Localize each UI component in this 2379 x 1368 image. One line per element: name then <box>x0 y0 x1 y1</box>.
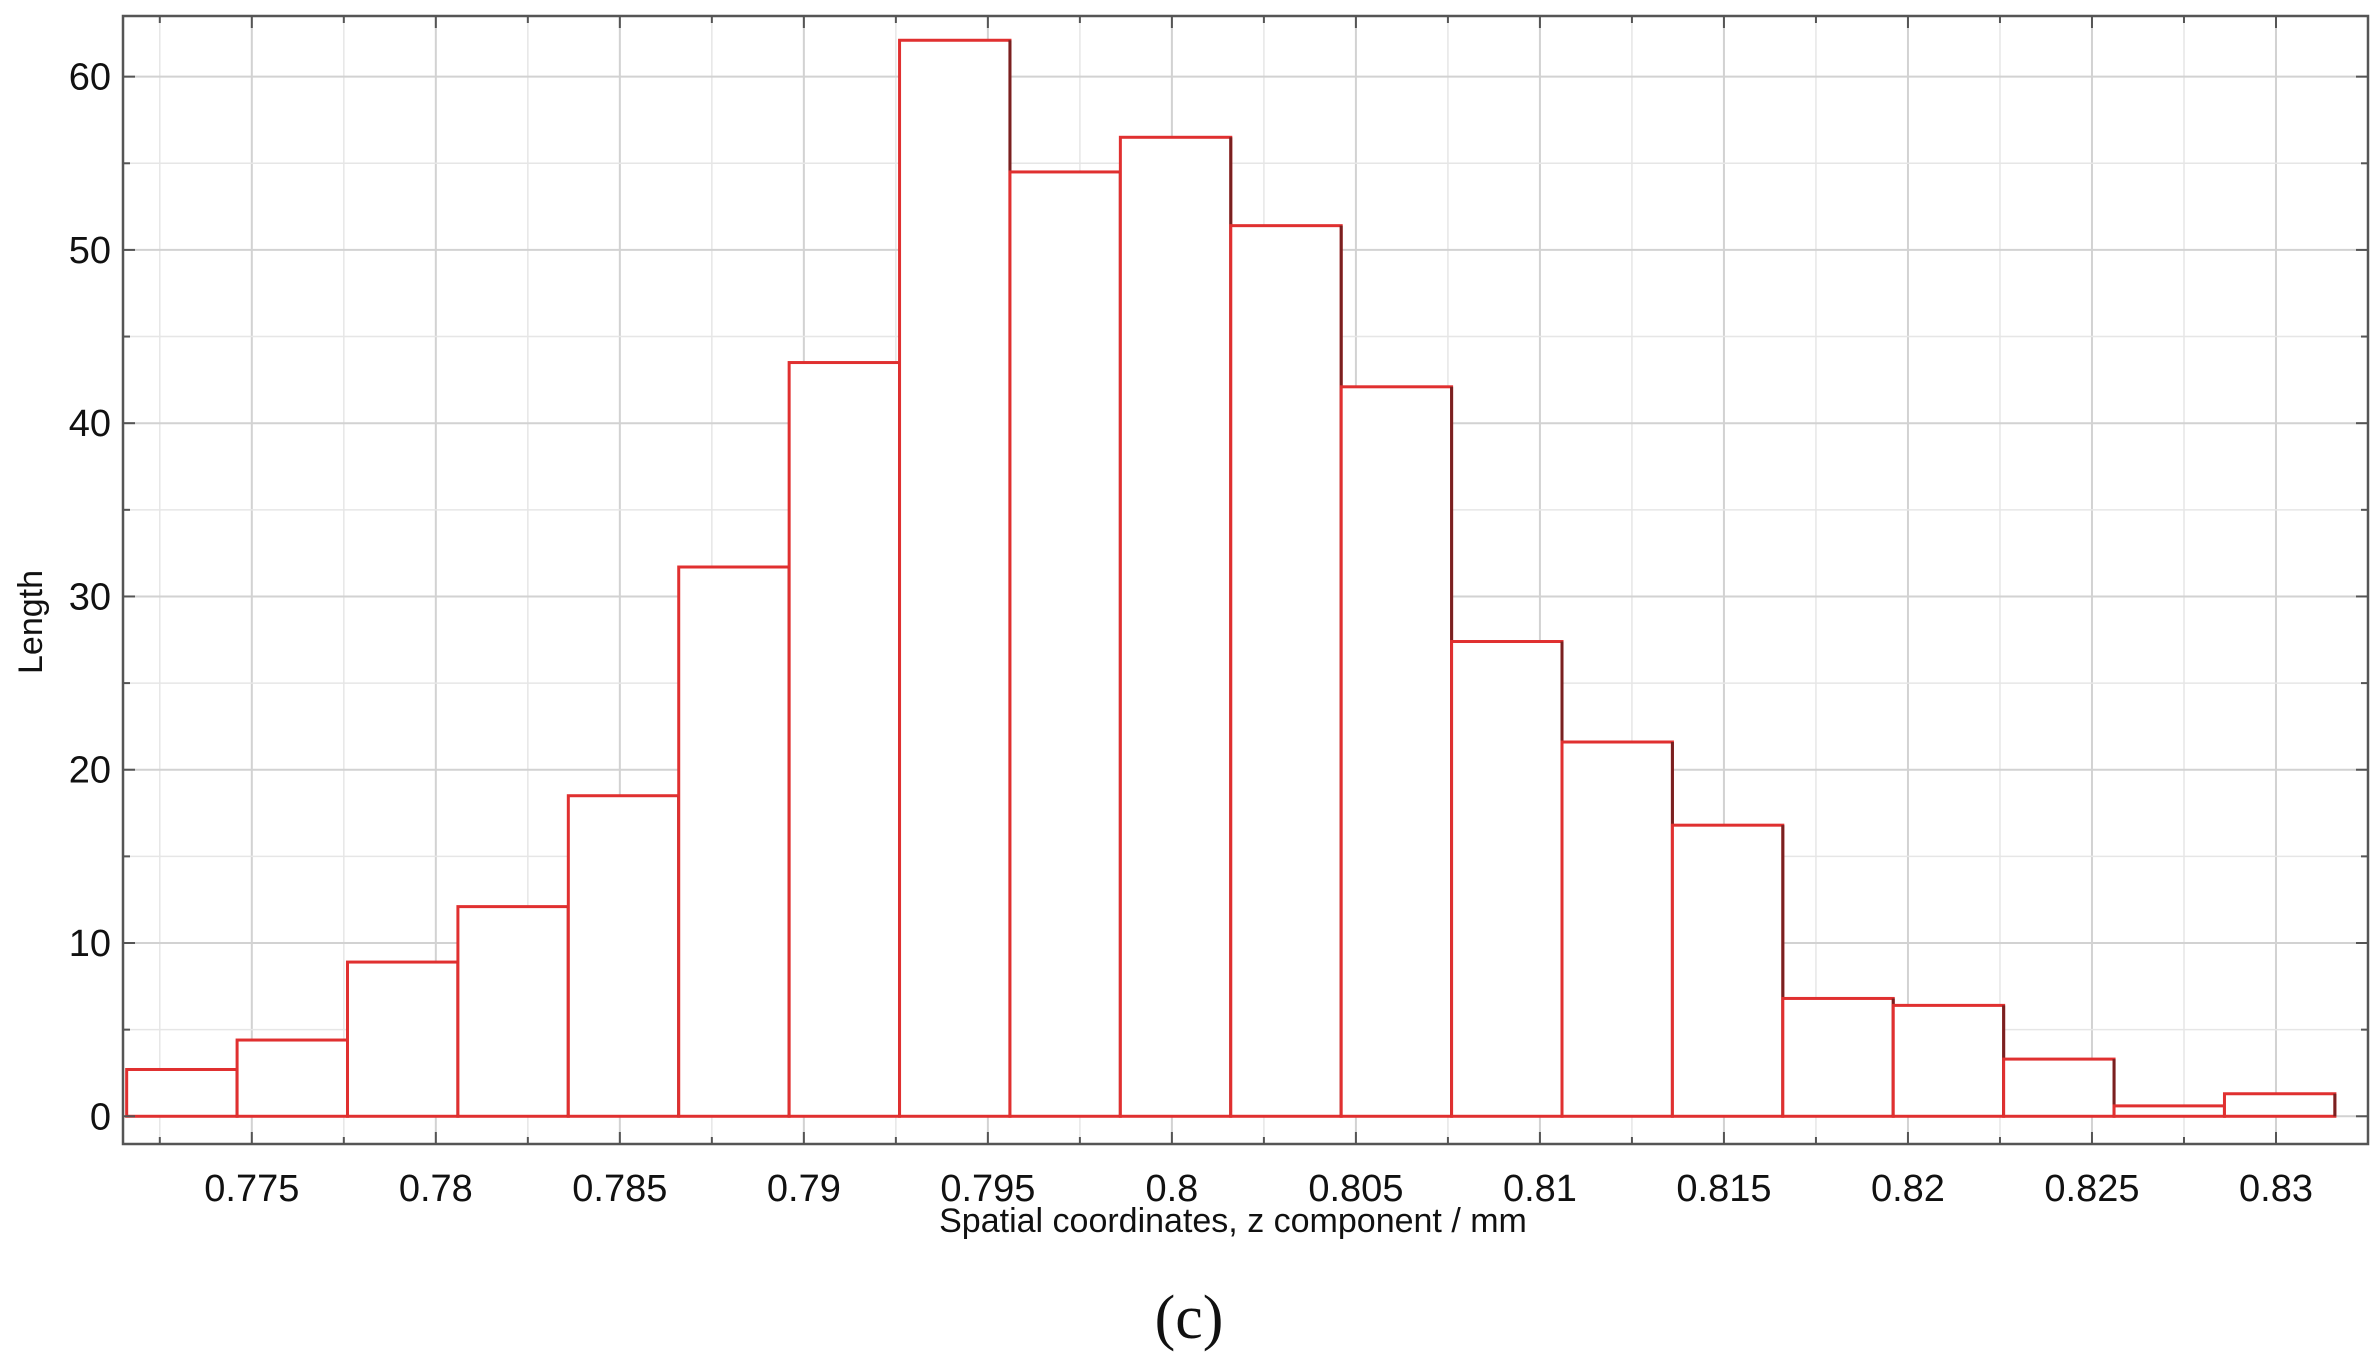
histogram-bar-body <box>2112 1104 2226 1118</box>
histogram-bar-body <box>2002 1057 2116 1118</box>
histogram-bar-body <box>2222 1092 2337 1118</box>
histogram-bar <box>346 960 460 1118</box>
x-tick-label: 0.78 <box>399 1168 473 1210</box>
x-tick-label: 0.785 <box>572 1168 667 1210</box>
histogram-bar <box>1450 640 1564 1118</box>
histogram-bar-body <box>1118 135 1233 1118</box>
x-tick-label: 0.815 <box>1676 1168 1771 1210</box>
histogram-bar-body <box>787 361 902 1118</box>
histogram-bar-body <box>456 905 570 1118</box>
histogram-bar <box>787 361 902 1118</box>
histogram-bar-body <box>125 1067 239 1118</box>
histogram-bar-body <box>677 565 791 1118</box>
y-tick-label: 0 <box>90 1096 111 1138</box>
x-tick-label: 0.825 <box>2044 1168 2139 1210</box>
x-tick-label: 0.83 <box>2239 1168 2313 1210</box>
axis-ticks <box>123 16 2369 1144</box>
histogram-bar <box>235 1038 349 1118</box>
histogram-bar-body <box>1339 385 1454 1118</box>
tick-labels: 0.775 0.78 0.785 0.79 0.795 0.8 0.805 0.81 0.815… <box>69 57 2313 1210</box>
histogram-bar <box>1670 823 1785 1118</box>
x-tick-label: 0.81 <box>1503 1168 1577 1210</box>
x-tick-label: 0.8 <box>1145 1168 1198 1210</box>
x-tick-label: 0.79 <box>767 1168 841 1210</box>
histogram-bar <box>2002 1057 2116 1118</box>
histogram-bar <box>456 905 570 1118</box>
histogram-bar <box>1229 224 1343 1118</box>
histogram-bar <box>1008 170 1122 1118</box>
x-axis-title: Spatial coordinates, z component / mm <box>939 1202 1527 1240</box>
histogram-bar <box>1118 135 1233 1118</box>
x-tick-label: 0.775 <box>204 1168 299 1210</box>
histogram-bar-body <box>1781 996 1895 1118</box>
y-tick-label: 50 <box>69 230 111 272</box>
histogram-bar-body <box>898 38 1012 1118</box>
histogram-bar-body <box>1560 740 1674 1118</box>
histogram-bar <box>2222 1092 2337 1118</box>
y-tick-label: 40 <box>69 403 111 445</box>
y-tick-label: 10 <box>69 923 111 965</box>
histogram-bar <box>1781 996 1895 1118</box>
histogram-bar <box>677 565 791 1118</box>
histogram-bar-body <box>1891 1003 2006 1118</box>
histogram-bar-body <box>235 1038 349 1118</box>
plot-frame <box>121 14 2370 1146</box>
y-tick-label: 30 <box>69 576 111 618</box>
histogram-bar <box>125 1067 239 1118</box>
histogram-bar <box>566 794 681 1118</box>
histogram-bars <box>125 38 2337 1118</box>
histogram-bar-body <box>566 794 681 1118</box>
histogram-bar-body <box>1450 640 1564 1118</box>
histogram-bar <box>2112 1104 2226 1118</box>
histogram-bar <box>1560 740 1674 1118</box>
x-tick-label: 0.82 <box>1871 1168 1945 1210</box>
histogram-bar <box>1891 1003 2006 1118</box>
y-axis-title: Length <box>12 570 50 674</box>
y-tick-label: 20 <box>69 750 111 792</box>
x-tick-label: 0.805 <box>1308 1168 1403 1210</box>
panel-label: (c) <box>1155 1284 1224 1352</box>
x-tick-label: 0.795 <box>940 1168 1035 1210</box>
histogram-bar-body <box>1229 224 1343 1118</box>
histogram-bar-body <box>1670 823 1785 1118</box>
histogram-bar <box>898 38 1012 1118</box>
y-tick-label: 60 <box>69 57 111 99</box>
histogram-bar-body <box>346 960 460 1118</box>
histogram-bar-body <box>1008 170 1122 1118</box>
histogram-bar <box>1339 385 1454 1118</box>
